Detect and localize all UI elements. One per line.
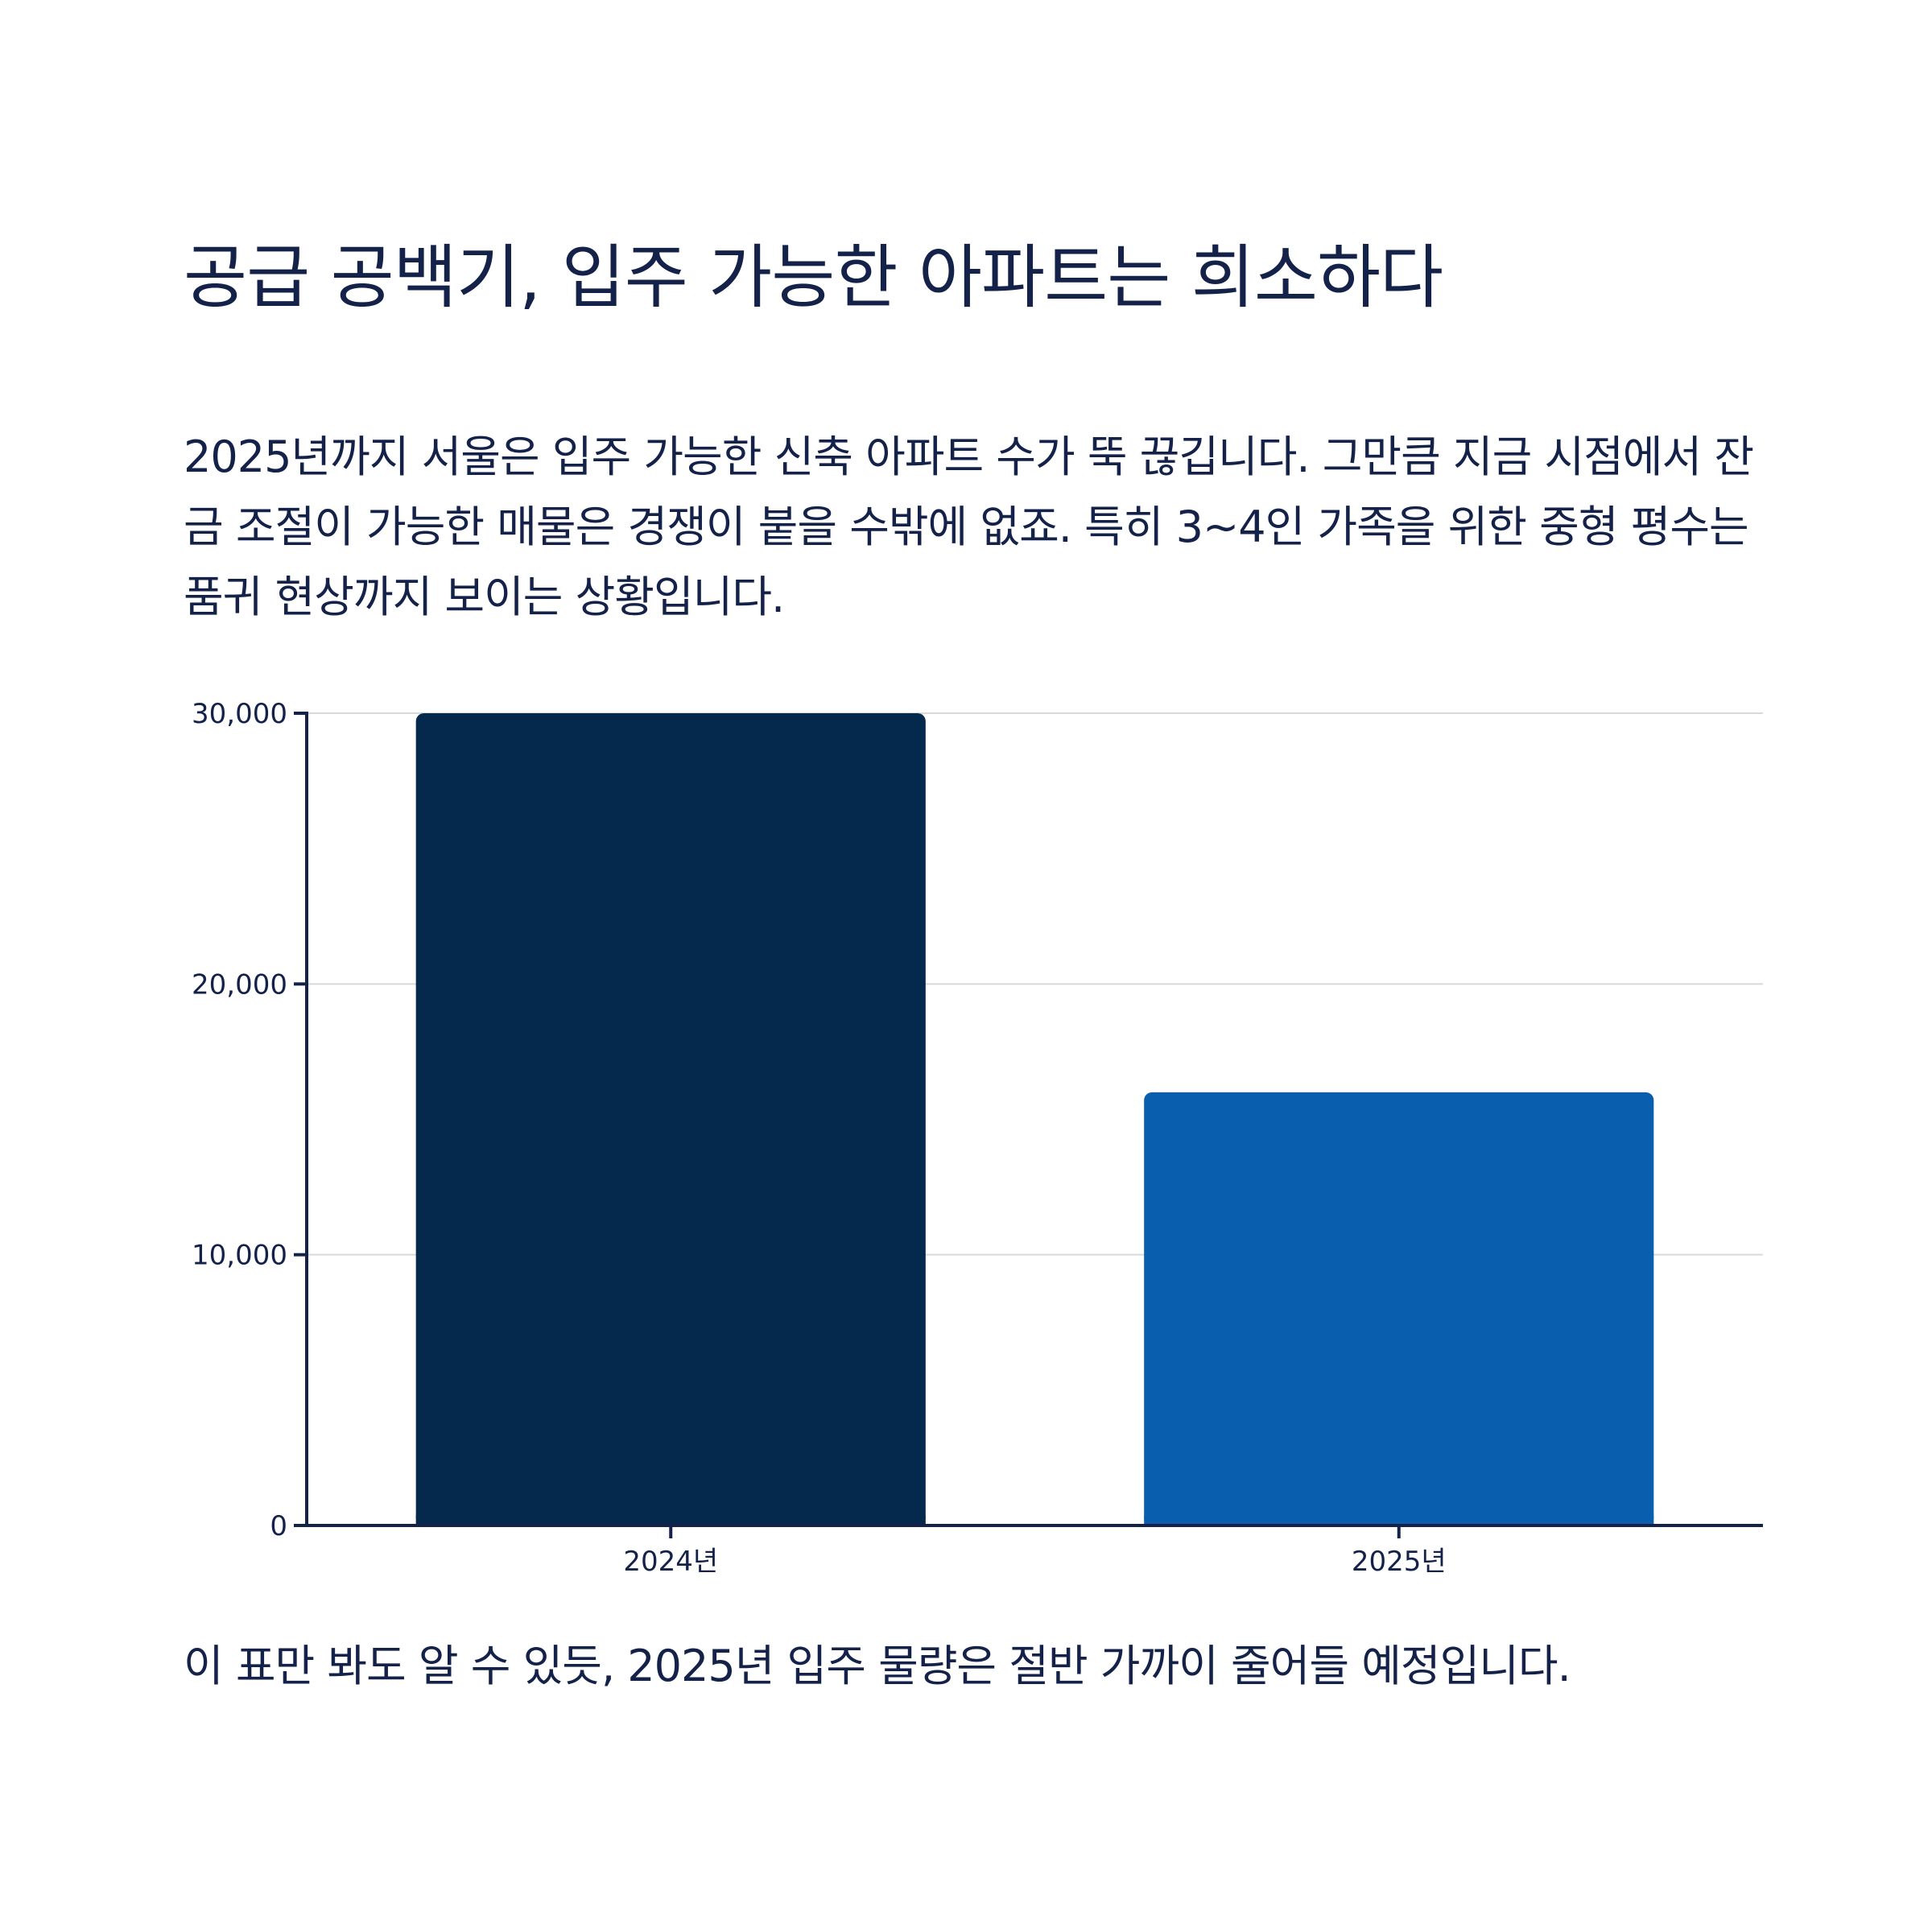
- bar-base: [1144, 1516, 1654, 1525]
- x-tick-label: 2024년: [623, 1546, 718, 1578]
- supply-bar-chart: 0 10,000 20,000 30,000 2024년 2025년: [192, 698, 1763, 1578]
- tick-labels: 0 10,000 20,000 30,000 2024년 2025년: [192, 698, 1447, 1578]
- bar-base: [415, 1516, 926, 1525]
- bars: [415, 713, 1654, 1525]
- x-tick-label: 2025년: [1352, 1546, 1447, 1578]
- bar: [1144, 1092, 1654, 1525]
- bar: [415, 713, 926, 1525]
- page-title: 공급 공백기, 입주 가능한 아파트는 희소하다: [184, 237, 1443, 318]
- footer-note: 이 표만 봐도 알 수 있듯, 2025년 입주 물량은 절반 가까이 줄어들 …: [184, 1641, 1571, 1691]
- y-tick-label: 20,000: [192, 968, 287, 1001]
- y-tick-label: 30,000: [192, 698, 287, 730]
- y-tick-label: 0: [270, 1510, 287, 1542]
- axes: [294, 712, 1763, 1538]
- y-tick-label: 10,000: [192, 1240, 287, 1272]
- intro-paragraph: 2025년까지 서울은 입주 가능한 신축 아파트 수가 뚝 끊깁니다. 그만큼…: [184, 431, 1754, 622]
